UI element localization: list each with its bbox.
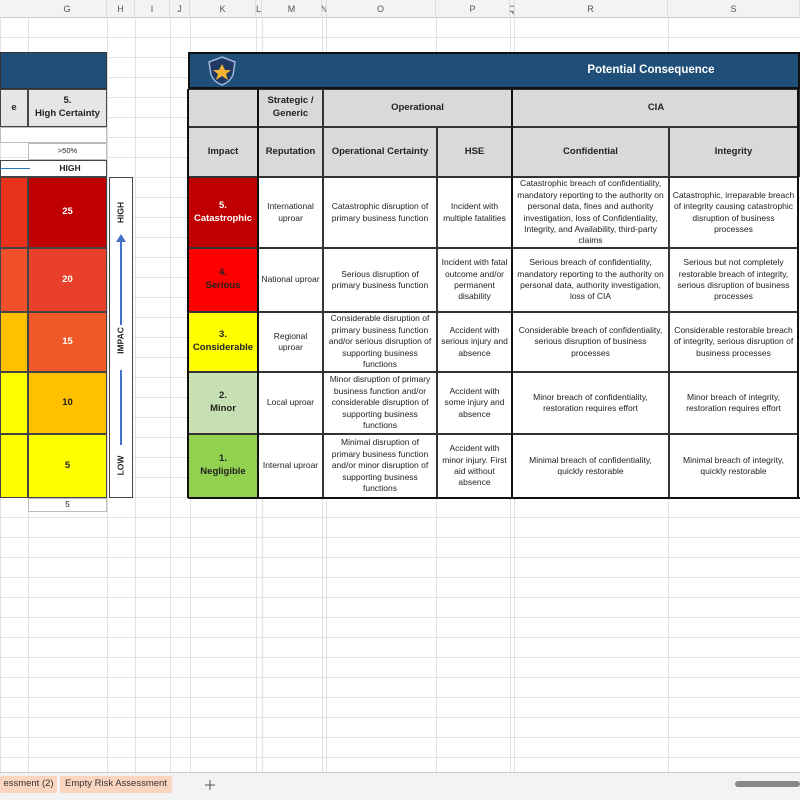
table-cell: Accident with serious injury and absence bbox=[437, 312, 512, 372]
column-header[interactable]: G bbox=[28, 0, 107, 18]
impact-level: 2. Minor bbox=[188, 372, 258, 434]
table-cell: Minimal breach of confidentiality, quick… bbox=[512, 434, 669, 498]
risk-cell: 10 bbox=[28, 372, 107, 434]
blank-row bbox=[0, 127, 107, 143]
column-header[interactable]: Q bbox=[510, 0, 515, 18]
column-header[interactable]: K bbox=[190, 0, 256, 18]
add-sheet[interactable] bbox=[200, 775, 220, 795]
column-header[interactable]: L bbox=[256, 0, 262, 18]
column-header[interactable]: J bbox=[170, 0, 190, 18]
table-cell: Serious but not completely restorable br… bbox=[669, 248, 798, 312]
sheet-tab[interactable]: Empty Risk Assessment bbox=[60, 776, 172, 793]
column-header[interactable]: N bbox=[322, 0, 327, 18]
table-cell: Accident with minor injury. First aid wi… bbox=[437, 434, 512, 498]
column-title: HSE bbox=[437, 127, 512, 177]
risk-cell bbox=[0, 372, 28, 434]
risk-cell: 20 bbox=[28, 248, 107, 312]
table-cell: Considerable restorable breach of integr… bbox=[669, 312, 798, 372]
table-cell: Serious breach of confidentiality, manda… bbox=[512, 248, 669, 312]
table-cell: International uproar bbox=[258, 177, 323, 248]
scrollbar[interactable] bbox=[735, 781, 800, 787]
likelihood-label: HIGH bbox=[59, 162, 81, 173]
table-cell: National uproar bbox=[258, 248, 323, 312]
table-cell: Considerable disruption of primary busin… bbox=[323, 312, 437, 372]
column-title: Confidential bbox=[512, 127, 669, 177]
left-banner bbox=[0, 52, 107, 89]
column-title: Integrity bbox=[669, 127, 798, 177]
axis-arrow bbox=[120, 240, 122, 325]
thick-border bbox=[257, 89, 259, 498]
impact-level: 4. Serious bbox=[188, 248, 258, 312]
logo bbox=[208, 56, 236, 86]
column-title: Operational Certainty bbox=[323, 127, 437, 177]
impact-level: 1. Negligible bbox=[188, 434, 258, 498]
column-title: Reputation bbox=[258, 127, 323, 177]
table-cell: Regional uproar bbox=[258, 312, 323, 372]
table-cell: Catastrophic disruption of primary busin… bbox=[323, 177, 437, 248]
table-cell: Incident with fatal outcome and/or perma… bbox=[437, 248, 512, 312]
table-cell: Internal uproar bbox=[258, 434, 323, 498]
risk-cell bbox=[0, 312, 28, 372]
axis-line bbox=[120, 370, 122, 445]
risk-cell: 5 bbox=[28, 434, 107, 498]
table-cell: Catastrophic, irreparable breach of inte… bbox=[669, 177, 798, 248]
column-header-bar bbox=[0, 0, 800, 18]
left-header: 5. High Certainty bbox=[28, 89, 107, 127]
table-cell: Minor breach of confidentiality, restora… bbox=[512, 372, 669, 434]
thick-border bbox=[797, 89, 799, 498]
column-header[interactable]: H bbox=[107, 0, 135, 18]
column-header[interactable]: I bbox=[135, 0, 170, 18]
grid-col-line bbox=[170, 18, 171, 772]
table-cell: Serious disruption of primary business f… bbox=[323, 248, 437, 312]
table-banner bbox=[188, 52, 800, 89]
risk-cell bbox=[0, 177, 28, 248]
axis-mid: IMPAC bbox=[115, 327, 126, 354]
group-header: Strategic / Generic bbox=[258, 89, 323, 127]
table-cell: Minimal disruption of primary business f… bbox=[323, 434, 437, 498]
table-cell: Minor breach of integrity, restoration r… bbox=[669, 372, 798, 434]
risk-cell bbox=[0, 434, 28, 498]
table-cell: Local uproar bbox=[258, 372, 323, 434]
table-cell: Accident with some injury and absence bbox=[437, 372, 512, 434]
column-header[interactable]: M bbox=[262, 0, 322, 18]
impact-level: 5. Catastrophic bbox=[188, 177, 258, 248]
group-header: CIA bbox=[512, 89, 800, 127]
percent-label: >50% bbox=[28, 143, 107, 160]
column-header[interactable]: S bbox=[668, 0, 800, 18]
column-header[interactable]: R bbox=[514, 0, 668, 18]
axis-low: LOW bbox=[115, 455, 126, 476]
axis-arrow-head bbox=[116, 234, 126, 242]
table-cell: Minor disruption of primary business fun… bbox=[323, 372, 437, 434]
risk-cell: 15 bbox=[28, 312, 107, 372]
column-header[interactable]: P bbox=[436, 0, 510, 18]
table-title: Potential Consequence bbox=[587, 63, 715, 76]
table-cell: Minimal breach of integrity, quickly res… bbox=[669, 434, 798, 498]
group-cell bbox=[188, 89, 258, 127]
axis-high: HIGH bbox=[115, 201, 126, 224]
table-cell: Considerable breach of confidentiality, … bbox=[512, 312, 669, 372]
table-cell: Catastrophic breach of confidentiality, … bbox=[512, 177, 669, 248]
table-cell: Incident with multiple fatalities bbox=[437, 177, 512, 248]
risk-cell: 25 bbox=[28, 177, 107, 248]
column-header[interactable]: O bbox=[326, 0, 436, 18]
thick-border bbox=[187, 89, 189, 498]
grid-col-line bbox=[135, 18, 136, 772]
risk-cell bbox=[0, 248, 28, 312]
group-header: Operational bbox=[323, 89, 512, 127]
column-title: Impact bbox=[188, 127, 258, 177]
sheet-tab[interactable]: essment (2) bbox=[0, 776, 57, 793]
thick-border bbox=[188, 497, 800, 499]
grid-col-line bbox=[107, 18, 108, 772]
left-footer: 5 bbox=[28, 498, 107, 512]
likelihood-arrow bbox=[0, 168, 30, 169]
thick-border bbox=[511, 89, 513, 498]
impact-level: 3. Considerable bbox=[188, 312, 258, 372]
left-header: e bbox=[0, 89, 28, 127]
